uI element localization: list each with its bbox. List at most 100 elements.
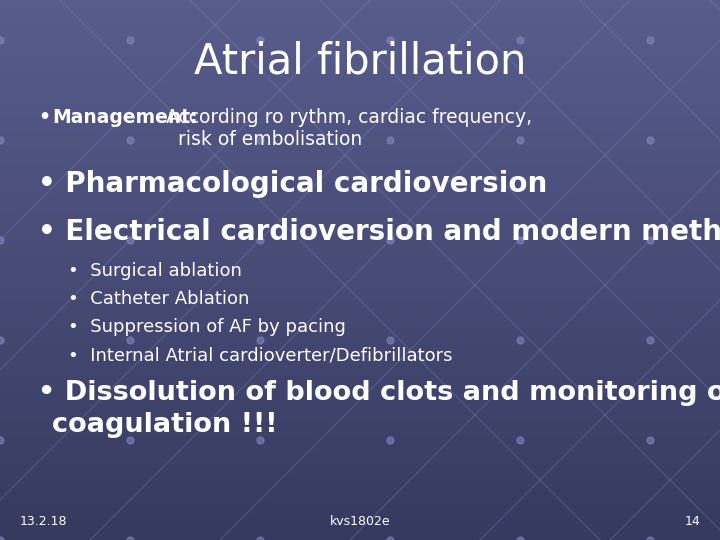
Bar [0, 251, 720, 254]
Bar [0, 524, 720, 526]
Bar [0, 402, 720, 405]
Bar [0, 440, 720, 443]
Bar [0, 348, 720, 351]
Bar [0, 529, 720, 532]
Bar [0, 202, 720, 205]
Bar [0, 408, 720, 410]
Bar [0, 364, 720, 367]
Bar [0, 243, 720, 246]
Text: •  Suppression of AF by pacing: • Suppression of AF by pacing [68, 318, 346, 336]
Bar [0, 467, 720, 470]
Bar [0, 57, 720, 59]
Bar [0, 532, 720, 535]
Bar [0, 194, 720, 197]
Bar [0, 151, 720, 154]
Bar [0, 265, 720, 267]
Bar [0, 537, 720, 540]
Bar [0, 208, 720, 211]
Bar [0, 456, 720, 459]
Bar [0, 392, 720, 394]
Bar [0, 513, 720, 516]
Text: •  Surgical ablation: • Surgical ablation [68, 262, 242, 280]
Bar [0, 173, 720, 176]
Text: coagulation !!!: coagulation !!! [52, 412, 277, 438]
Text: 14: 14 [684, 515, 700, 528]
Bar [0, 262, 720, 265]
Bar [0, 108, 720, 111]
Bar [0, 383, 720, 386]
Bar [0, 313, 720, 316]
Bar [0, 286, 720, 289]
Bar [0, 135, 720, 138]
Bar [0, 0, 720, 3]
Bar [0, 454, 720, 456]
Bar [0, 111, 720, 113]
Bar [0, 305, 720, 308]
Bar [0, 165, 720, 167]
Bar [0, 470, 720, 472]
Bar [0, 176, 720, 178]
Bar [0, 113, 720, 116]
Bar [0, 289, 720, 292]
Bar [0, 354, 720, 356]
Bar [0, 146, 720, 148]
Bar [0, 475, 720, 478]
Bar [0, 54, 720, 57]
Bar [0, 178, 720, 181]
Bar [0, 308, 720, 310]
Bar [0, 162, 720, 165]
Bar [0, 130, 720, 132]
Bar [0, 100, 720, 103]
Bar [0, 332, 720, 335]
Bar [0, 405, 720, 408]
Bar [0, 189, 720, 192]
Bar [0, 386, 720, 389]
Bar [0, 462, 720, 464]
Text: •  Internal Atrial cardioverter/Defibrillators: • Internal Atrial cardioverter/Defibrill… [68, 346, 452, 364]
Bar [0, 324, 720, 327]
Bar [0, 86, 720, 89]
Bar [0, 68, 720, 70]
Bar [0, 232, 720, 235]
Bar [0, 297, 720, 300]
Bar [0, 418, 720, 421]
Bar [0, 62, 720, 65]
Bar [0, 464, 720, 467]
Bar [0, 321, 720, 324]
Bar [0, 97, 720, 100]
Bar [0, 427, 720, 429]
Bar [0, 500, 720, 502]
Bar [0, 8, 720, 11]
Bar [0, 119, 720, 122]
Bar [0, 459, 720, 462]
Bar [0, 116, 720, 119]
Bar [0, 154, 720, 157]
Bar [0, 327, 720, 329]
Bar [0, 497, 720, 500]
Bar [0, 143, 720, 146]
Bar [0, 122, 720, 124]
Bar [0, 43, 720, 46]
Bar [0, 14, 720, 16]
Bar [0, 78, 720, 81]
Bar [0, 186, 720, 189]
Bar [0, 346, 720, 348]
Bar [0, 275, 720, 278]
Bar [0, 489, 720, 491]
Bar [0, 494, 720, 497]
Text: • Electrical cardioversion and modern methods: • Electrical cardioversion and modern me… [38, 218, 720, 246]
Bar [0, 486, 720, 489]
Text: •  Catheter Ablation: • Catheter Ablation [68, 290, 249, 308]
Bar [0, 294, 720, 297]
Bar [0, 84, 720, 86]
Bar [0, 24, 720, 27]
Bar [0, 92, 720, 94]
Bar [0, 505, 720, 508]
Bar [0, 65, 720, 68]
Text: 13.2.18: 13.2.18 [20, 515, 68, 528]
Bar [0, 19, 720, 22]
Bar [0, 521, 720, 524]
Bar [0, 197, 720, 200]
Bar [0, 40, 720, 43]
Bar [0, 76, 720, 78]
